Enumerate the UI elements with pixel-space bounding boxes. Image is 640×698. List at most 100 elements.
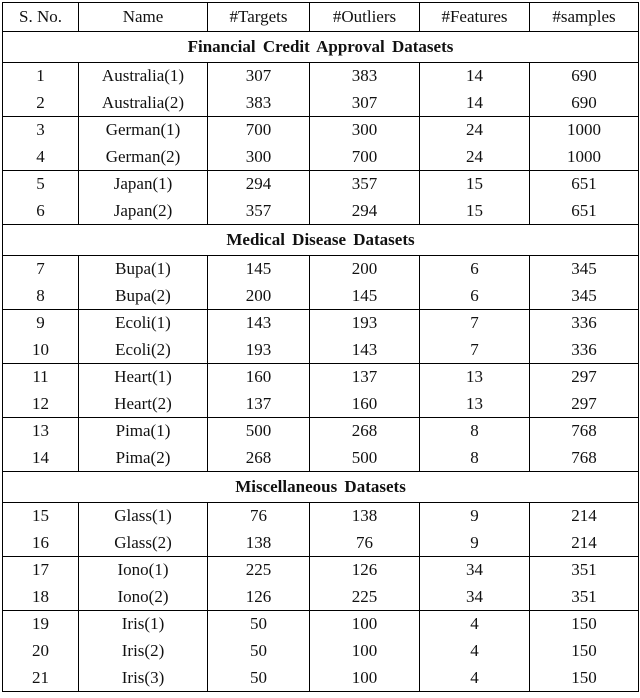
cell-name: Bupa(1) bbox=[78, 255, 208, 283]
cell-targets: 126 bbox=[207, 583, 310, 611]
table-row: 4 German(2) 300 700 24 1000 bbox=[3, 143, 639, 171]
cell-name: Iono(1) bbox=[78, 556, 208, 584]
cell-features: 7 bbox=[419, 309, 530, 337]
cell-outliers: 193 bbox=[309, 309, 420, 337]
cell-samples: 345 bbox=[529, 282, 639, 310]
cell-samples: 1000 bbox=[529, 143, 639, 171]
cell-samples: 336 bbox=[529, 336, 639, 364]
cell-name: German(2) bbox=[78, 143, 208, 171]
cell-features: 14 bbox=[419, 89, 530, 117]
table-row: 18 Iono(2) 126 225 34 351 bbox=[3, 583, 639, 611]
table-row: 3 German(1) 700 300 24 1000 bbox=[2, 116, 639, 144]
cell-samples: 651 bbox=[529, 170, 639, 198]
cell-targets: 357 bbox=[207, 197, 310, 225]
cell-targets: 138 bbox=[207, 529, 310, 557]
cell-targets: 50 bbox=[207, 637, 310, 665]
cell-outliers: 100 bbox=[309, 664, 420, 692]
cell-outliers: 137 bbox=[309, 363, 420, 391]
table-row: 20 Iris(2) 50 100 4 150 bbox=[3, 637, 639, 665]
cell-features: 4 bbox=[419, 637, 530, 665]
cell-sno: 18 bbox=[32, 586, 49, 606]
cell-name: Iris(1) bbox=[78, 610, 208, 638]
table-row: 2 Australia(2) 383 307 14 690 bbox=[3, 89, 639, 117]
cell-sno: 11 bbox=[2, 363, 79, 391]
cell-targets: 160 bbox=[207, 363, 310, 391]
cell-outliers: 307 bbox=[309, 89, 420, 117]
cell-outliers: 500 bbox=[309, 444, 420, 472]
cell-name: Japan(1) bbox=[78, 170, 208, 198]
cell-features: 6 bbox=[419, 255, 530, 283]
cell-outliers: 700 bbox=[309, 143, 420, 171]
cell-features: 24 bbox=[419, 116, 530, 144]
cell-name: Pima(2) bbox=[78, 444, 208, 472]
cell-sno: 7 bbox=[36, 259, 45, 279]
cell-outliers: 200 bbox=[309, 255, 420, 283]
table-row: 11 Heart(1) 160 137 13 297 bbox=[2, 363, 639, 391]
col-header-name: Name bbox=[78, 2, 208, 32]
table-row: 21 Iris(3) 50 100 4 150 bbox=[3, 664, 639, 692]
cell-features: 13 bbox=[419, 390, 530, 418]
cell-targets: 307 bbox=[207, 62, 310, 90]
cell-targets: 50 bbox=[207, 664, 310, 692]
table-row: 19 Iris(1) 50 100 4 150 bbox=[2, 610, 639, 638]
table-row: 12 Heart(2) 137 160 13 297 bbox=[3, 390, 639, 418]
cell-features: 34 bbox=[419, 583, 530, 611]
cell-outliers: 126 bbox=[309, 556, 420, 584]
cell-samples: 768 bbox=[529, 417, 639, 445]
section-title: Financial Credit Approval Datasets bbox=[2, 31, 639, 63]
cell-features: 6 bbox=[419, 282, 530, 310]
cell-name: Heart(1) bbox=[78, 363, 208, 391]
table-row: 15 Glass(1) 76 138 9 214 bbox=[3, 502, 639, 530]
cell-name: German(1) bbox=[78, 116, 208, 144]
cell-samples: 214 bbox=[529, 502, 639, 530]
cell-name: Bupa(2) bbox=[78, 282, 208, 310]
col-header-features: #Features bbox=[419, 2, 530, 32]
col-header-targets: #Targets bbox=[207, 2, 310, 32]
cell-targets: 76 bbox=[207, 502, 310, 530]
cell-outliers: 143 bbox=[309, 336, 420, 364]
cell-sno: 6 bbox=[36, 200, 45, 220]
table-row: 5 Japan(1) 294 357 15 651 bbox=[2, 170, 639, 198]
cell-name: Ecoli(1) bbox=[78, 309, 208, 337]
cell-sno: 1 bbox=[36, 66, 45, 86]
table-row: 6 Japan(2) 357 294 15 651 bbox=[3, 197, 639, 225]
table-header-row: S. No. Name #Targets #Outliers #Features… bbox=[2, 2, 639, 32]
section-title: Medical Disease Datasets bbox=[2, 224, 639, 256]
cell-sno: 16 bbox=[32, 532, 49, 552]
cell-samples: 297 bbox=[529, 363, 639, 391]
cell-features: 8 bbox=[419, 417, 530, 445]
cell-features: 34 bbox=[419, 556, 530, 584]
cell-targets: 268 bbox=[207, 444, 310, 472]
cell-name: Japan(2) bbox=[78, 197, 208, 225]
cell-targets: 50 bbox=[207, 610, 310, 638]
cell-samples: 297 bbox=[529, 390, 639, 418]
table-row: 13 Pima(1) 500 268 8 768 bbox=[2, 417, 639, 445]
cell-outliers: 300 bbox=[309, 116, 420, 144]
cell-outliers: 225 bbox=[309, 583, 420, 611]
cell-sno: 4 bbox=[36, 146, 45, 166]
cell-targets: 383 bbox=[207, 89, 310, 117]
cell-sno: 21 bbox=[32, 667, 49, 687]
col-header-sno: S. No. bbox=[2, 2, 79, 32]
cell-sno: 3 bbox=[2, 116, 79, 144]
table-row: 14 Pima(2) 268 500 8 768 bbox=[3, 444, 639, 472]
table-row: 9 Ecoli(1) 143 193 7 336 bbox=[2, 309, 639, 337]
cell-outliers: 100 bbox=[309, 637, 420, 665]
cell-outliers: 268 bbox=[309, 417, 420, 445]
cell-features: 15 bbox=[419, 170, 530, 198]
table-body: Financial Credit Approval Datasets 1 Austr… bbox=[2, 31, 639, 692]
table-row: 16 Glass(2) 138 76 9 214 bbox=[3, 529, 639, 557]
cell-sno: 2 bbox=[36, 92, 45, 112]
cell-targets: 225 bbox=[207, 556, 310, 584]
col-header-samples: #samples bbox=[529, 2, 639, 32]
cell-name: Iono(2) bbox=[78, 583, 208, 611]
cell-outliers: 383 bbox=[309, 62, 420, 90]
cell-sno: 9 bbox=[2, 309, 79, 337]
table-row: 10 Ecoli(2) 193 143 7 336 bbox=[3, 336, 639, 364]
cell-samples: 351 bbox=[529, 583, 639, 611]
cell-samples: 345 bbox=[529, 255, 639, 283]
cell-targets: 193 bbox=[207, 336, 310, 364]
cell-sno: 12 bbox=[32, 393, 49, 413]
cell-samples: 768 bbox=[529, 444, 639, 472]
